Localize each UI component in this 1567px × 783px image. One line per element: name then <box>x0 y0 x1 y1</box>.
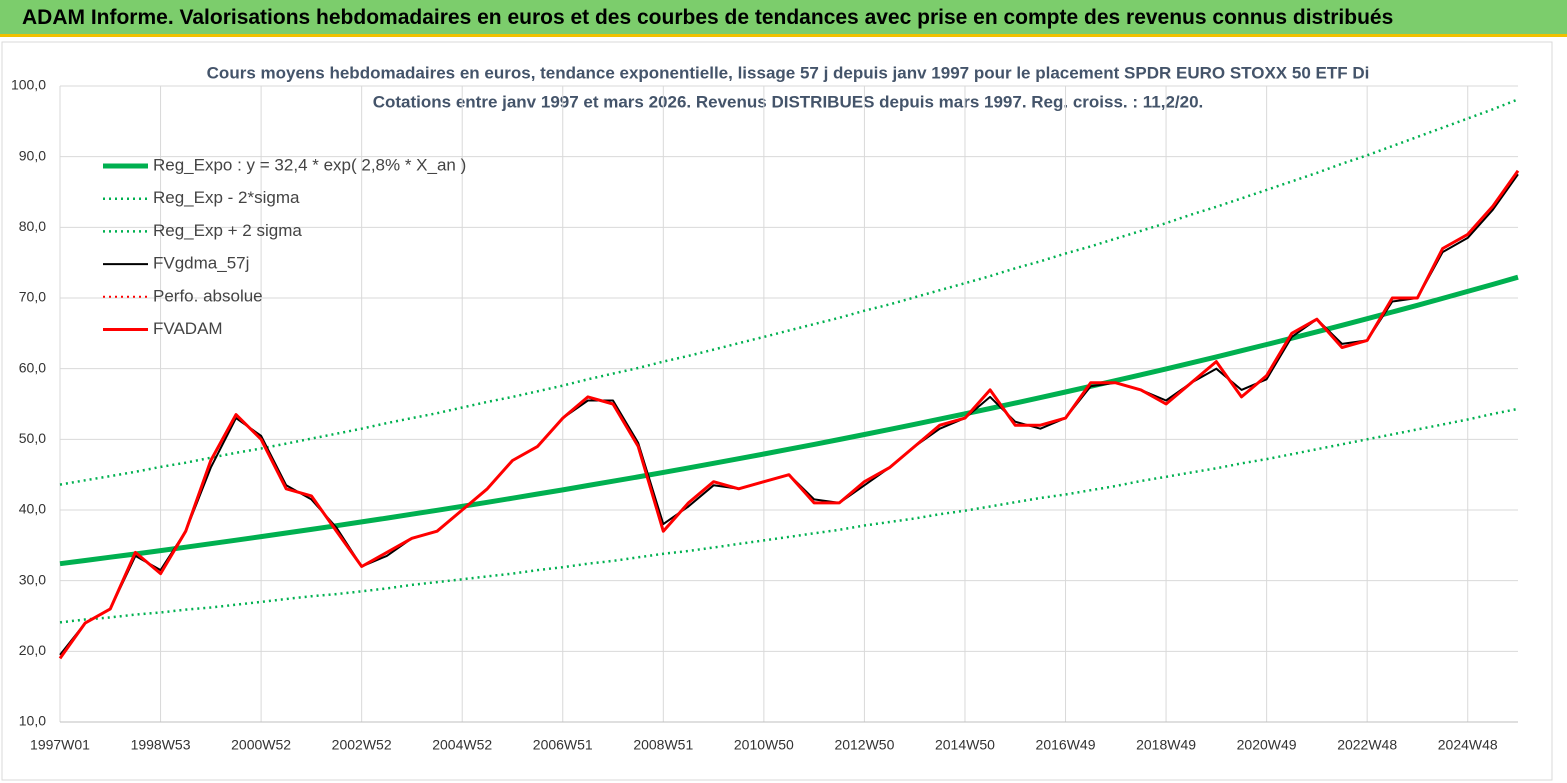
chart-subtitle: Cotations entre janv 1997 et mars 2026. … <box>373 92 1204 111</box>
header-title: ADAM Informe. Valorisations hebdomadaire… <box>22 6 1394 29</box>
x-tick-label: 2008W51 <box>633 737 693 753</box>
legend-label: Perfo. absolue <box>153 286 263 305</box>
x-tick-label: 2012W50 <box>834 737 894 753</box>
header-bar: ADAM Informe. Valorisations hebdomadaire… <box>0 0 1567 37</box>
x-tick-label: 2014W50 <box>935 737 995 753</box>
x-tick-label: 1998W53 <box>131 737 191 753</box>
series-line <box>59 98 1519 486</box>
y-tick-label: 60,0 <box>19 359 46 375</box>
chart: Cours moyens hebdomadaires en euros, ten… <box>1 41 1553 781</box>
y-tick-label: 10,0 <box>19 713 46 729</box>
y-tick-label: 90,0 <box>19 147 46 163</box>
y-tick-label: 70,0 <box>19 289 46 305</box>
x-tick-label: 2022W48 <box>1337 737 1397 753</box>
legend-label: Reg_Exp + 2 sigma <box>153 221 302 240</box>
legend-label: FVADAM <box>153 319 223 338</box>
legend-label: Reg_Expo : y = 32,4 * exp( 2,8% * X_an ) <box>153 155 466 174</box>
y-tick-label: 100,0 <box>11 77 46 93</box>
y-tick-label: 20,0 <box>19 642 46 658</box>
legend-label: Reg_Exp - 2*sigma <box>153 188 300 207</box>
series-line <box>59 274 1519 567</box>
chart-frame <box>1 41 1553 781</box>
x-tick-label: 2002W52 <box>332 737 392 753</box>
x-tick-label: 2018W49 <box>1136 737 1196 753</box>
x-tick-label: 2006W51 <box>533 737 593 753</box>
legend-label: FVgdma_57j <box>153 254 249 273</box>
chart-title: Cours moyens hebdomadaires en euros, ten… <box>207 63 1370 82</box>
x-tick-label: 2024W48 <box>1438 737 1498 753</box>
x-tick-label: 2020W49 <box>1237 737 1297 753</box>
x-tick-label: 1997W01 <box>30 737 90 753</box>
y-tick-label: 30,0 <box>19 571 46 587</box>
x-tick-label: 2010W50 <box>734 737 794 753</box>
y-tick-label: 40,0 <box>19 501 46 517</box>
y-tick-label: 50,0 <box>19 430 46 446</box>
series-line <box>58 169 1520 660</box>
series-line <box>59 173 1519 656</box>
x-tick-label: 2016W49 <box>1036 737 1096 753</box>
x-tick-label: 2004W52 <box>432 737 492 753</box>
series-line <box>59 407 1519 624</box>
x-tick-label: 2000W52 <box>231 737 291 753</box>
y-tick-label: 80,0 <box>19 218 46 234</box>
